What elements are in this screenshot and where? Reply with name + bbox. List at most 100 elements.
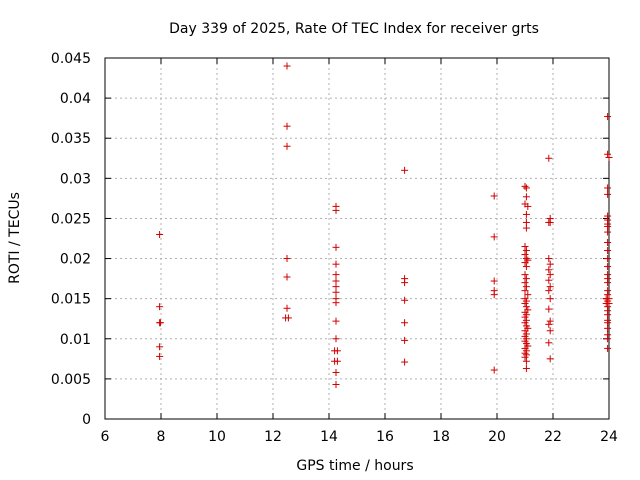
data-point [283,273,291,281]
data-point [546,218,554,226]
data-point [332,260,340,268]
data-point [283,304,291,312]
data-point [332,299,340,307]
data-point [604,113,612,121]
x-tick-label: 12 [264,429,282,445]
data-point [546,355,554,363]
grid [105,58,609,419]
data-point [401,296,409,304]
data-point [521,271,529,279]
data-point [490,291,498,299]
data-point [332,381,340,389]
data-point [521,299,529,307]
data-point [522,283,530,291]
data-point [604,263,612,271]
data-point [605,299,613,307]
data-point [545,287,553,295]
data-point [521,243,529,251]
y-tick-label: 0.01 [60,332,91,348]
data-point [545,154,553,162]
data-point [332,243,340,251]
data-point [401,279,409,287]
data-point [283,142,291,150]
y-tick-label: 0.03 [60,171,91,187]
data-point [546,271,554,279]
y-tick-label: 0.015 [51,292,91,308]
data-point [605,153,613,161]
data-point [522,364,530,372]
data-point [524,202,532,210]
data-point [490,366,498,374]
data-point [545,255,553,263]
data-point [283,255,291,263]
x-tick-label: 16 [376,429,394,445]
data-point [604,184,612,192]
y-axis-title: ROTI / TECUs [7,192,23,284]
data-point [156,352,164,360]
y-tick-label: 0.02 [60,252,91,268]
x-tick-label: 22 [544,429,562,445]
data-point [545,266,553,274]
data-point [521,279,529,287]
y-tick-label: 0.025 [51,211,91,227]
data-point [546,327,554,335]
data-point [522,263,530,271]
data-point [521,287,529,295]
x-tick-label: 14 [320,429,338,445]
data-point [522,247,530,255]
data-point [604,279,612,287]
data-point [156,303,164,311]
data-point [283,122,291,130]
data-point [521,259,529,267]
y-tick-label: 0 [82,412,91,428]
data-point [522,357,530,365]
data-point [522,210,530,218]
data-point [545,339,553,347]
data-point [522,184,530,192]
data-point [332,368,340,376]
data-point [332,317,340,325]
data-point [521,319,529,327]
data-point [604,291,612,299]
data-point [604,190,612,198]
data-point [284,314,292,322]
data-point [490,233,498,241]
data-point [604,228,612,236]
data-point [604,150,612,158]
data-point [401,166,409,174]
y-tick-label: 0.045 [51,51,91,67]
data-point [604,255,612,263]
data-point [401,336,409,344]
axis-ticks [104,57,610,420]
data-point [522,193,530,201]
data-point [545,276,553,284]
x-tick-label: 10 [208,429,226,445]
data-point [522,224,530,232]
x-tick-label: 20 [488,429,506,445]
data-point [545,305,553,313]
data-points [156,62,613,389]
x-tick-label: 6 [101,429,110,445]
data-point [332,335,340,343]
data-point [604,239,612,247]
data-point [156,343,164,351]
data-point [332,288,340,296]
data-point [401,358,409,366]
data-point [156,230,164,238]
y-tick-label: 0.035 [51,131,91,147]
chart-title: Day 339 of 2025, Rate Of TEC Index for r… [169,21,539,37]
data-point [546,295,554,303]
data-point [604,335,612,343]
data-point [490,192,498,200]
data-point [604,247,612,255]
data-point [333,347,341,355]
data-point [521,182,529,190]
data-point [333,357,341,365]
data-point [521,251,529,259]
data-point [604,324,612,332]
data-point [156,319,164,327]
x-tick-label: 24 [600,429,618,445]
data-point [604,344,612,352]
y-tick-label: 0.005 [51,372,91,388]
